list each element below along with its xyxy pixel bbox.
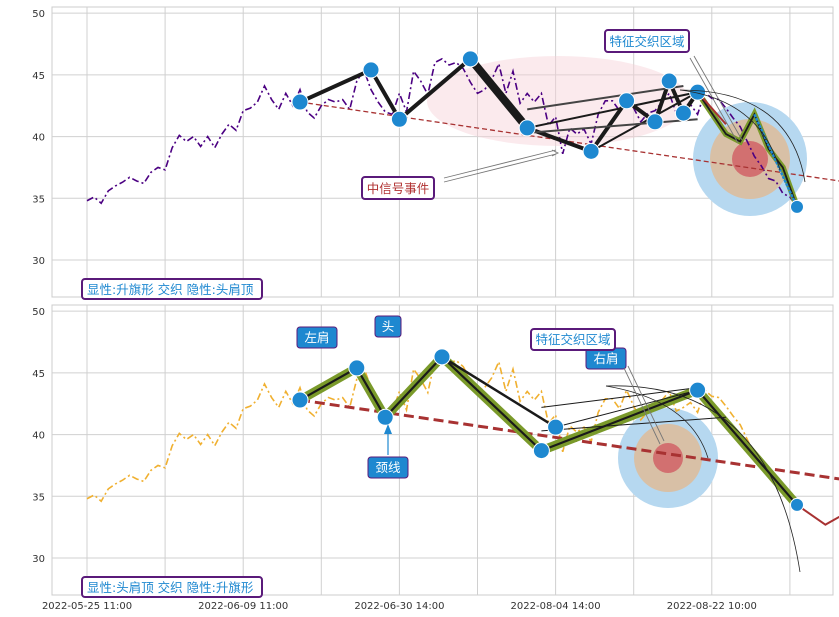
bottom-panel: 30 35 40 45 50 2022-05-25 11:00 2022-06-09 11… — [32, 304, 839, 612]
x-tick-label: 2022-08-22 10:00 — [667, 601, 757, 612]
bottom-pattern-markers — [291, 348, 804, 512]
pattern-point-marker — [362, 61, 380, 79]
bottom-y-ticks: 30 35 40 45 50 — [32, 307, 45, 565]
y-tick-label: 30 — [32, 554, 45, 565]
pattern-point-marker — [582, 142, 600, 160]
bottom-zone-label: 特征交织区域 — [535, 332, 610, 347]
top-pattern-markers — [291, 50, 804, 214]
pattern-point-marker — [390, 110, 408, 128]
pattern-point-marker — [547, 418, 565, 436]
pattern-point-marker — [348, 359, 366, 377]
bottom-legend-text: 显性:头肩顶 交织 隐性:升旗形 — [87, 580, 254, 595]
left-shoulder-annotation: 左肩 — [296, 326, 338, 349]
flag-line — [541, 387, 698, 408]
neckline-annotation: 颈线 — [367, 424, 409, 479]
neckline-label: 颈线 — [375, 460, 401, 475]
right-shoulder-annotation: 右肩 — [585, 347, 665, 445]
pattern-point-marker — [689, 381, 707, 399]
top-zone-annotation: 特征交织区域 — [604, 29, 743, 144]
pattern-point-marker — [461, 50, 479, 68]
bottom-intersection-zone — [618, 408, 718, 508]
top-zone-label: 特征交织区域 — [609, 34, 684, 49]
top-pattern-lines — [299, 56, 800, 208]
pattern-line — [467, 56, 531, 131]
head-annotation: 头 — [374, 315, 402, 338]
projection-line — [753, 113, 799, 208]
top-arc — [679, 89, 806, 183]
y-tick-label: 30 — [32, 256, 45, 267]
y-tick-label: 45 — [32, 369, 45, 380]
flag-line — [527, 118, 698, 134]
y-tick-label: 40 — [32, 133, 45, 144]
pattern-point-marker — [376, 408, 394, 426]
bottom-x-ticks: 2022-05-25 11:00 2022-06-09 11:00 2022-06-… — [42, 601, 757, 612]
bottom-arc — [605, 385, 801, 573]
flag-line — [541, 416, 727, 432]
pattern-line — [441, 355, 557, 429]
x-tick-label: 2022-08-04 14:00 — [511, 601, 601, 612]
pattern-point-marker — [291, 93, 309, 111]
x-tick-label: 2022-05-25 11:00 — [42, 601, 132, 612]
pattern-point-marker — [689, 83, 707, 101]
pattern-line — [555, 389, 698, 428]
pattern-point-marker — [433, 348, 451, 366]
x-tick-label: 2022-06-09 11:00 — [198, 601, 288, 612]
pattern-point-marker — [790, 497, 804, 512]
top-zone-highlight — [427, 56, 689, 146]
pattern-point-marker — [660, 72, 678, 90]
projection-line — [796, 504, 839, 526]
top-legend-text: 显性:升旗形 交织 隐性:头肩顶 — [87, 282, 254, 297]
pattern-point-marker — [532, 442, 550, 460]
x-tick-label: 2022-06-30 14:00 — [354, 601, 444, 612]
y-tick-label: 45 — [32, 71, 45, 82]
top-signal-annotation: 中信号事件 — [361, 149, 560, 200]
top-panel: 30 35 40 45 50 中信号事件 特征交织区域 显性:升旗形 交织 隐性:头肩顶 — [32, 6, 839, 300]
bottom-legend: 显性:头肩顶 交织 隐性:升旗形 — [81, 576, 263, 598]
left-shoulder-label: 左肩 — [304, 330, 329, 345]
pattern-point-marker — [646, 113, 664, 131]
top-y-ticks: 30 35 40 45 50 — [32, 9, 45, 267]
right-shoulder-label: 右肩 — [593, 351, 618, 366]
top-arc-inner — [679, 89, 781, 171]
bottom-arc-inner — [605, 385, 709, 459]
pattern-point-marker — [790, 199, 804, 214]
pattern-line — [590, 91, 699, 153]
y-tick-label: 50 — [32, 9, 45, 20]
y-tick-label: 35 — [32, 492, 45, 503]
pattern-point-marker — [291, 391, 309, 409]
y-tick-label: 40 — [32, 431, 45, 442]
top-signal-label: 中信号事件 — [367, 181, 430, 196]
top-legend: 显性:升旗形 交织 隐性:头肩顶 — [81, 278, 263, 300]
pattern-line — [526, 91, 698, 129]
bottom-grid — [52, 305, 833, 595]
bottom-zone-annotation: 特征交织区域 — [530, 328, 616, 351]
pattern-point-marker — [674, 104, 692, 122]
head-label: 头 — [382, 319, 395, 334]
pattern-point-marker — [518, 119, 536, 137]
y-tick-label: 50 — [32, 307, 45, 318]
pattern-point-marker — [618, 92, 636, 110]
y-tick-label: 35 — [32, 194, 45, 205]
flag-line — [527, 84, 684, 111]
